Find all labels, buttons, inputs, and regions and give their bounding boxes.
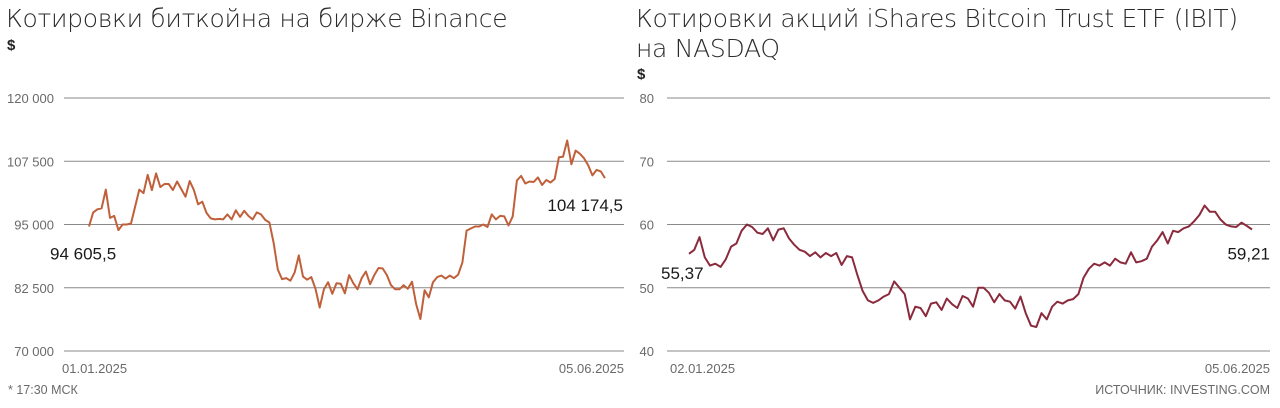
y-tick-label: 95 000	[14, 218, 54, 233]
series-line	[88, 139, 606, 321]
y-tick-label: 107 500	[7, 154, 54, 169]
x-tick-label: 05.06.2025	[559, 361, 624, 376]
x-tick-label: 02.01.2025	[670, 361, 735, 376]
bitcoin-line-chart: 70 000 82 500 95 000 107 500 120 000 01.01.20…	[7, 91, 624, 376]
y-tick-label: 50	[640, 281, 654, 296]
ibit-line-chart: 40 50 60 70 80 02.01.2025 05.06.2025 55,37 59,21	[640, 91, 1270, 376]
chart-title-bitcoin: Котировки биткойна на бирже Binance	[6, 4, 508, 33]
y-axis-unit-bitcoin: $	[7, 37, 16, 54]
y-tick-label: 120 000	[7, 91, 54, 106]
end-value-label: 59,21	[1227, 244, 1270, 263]
series-line	[688, 204, 1253, 328]
end-value-label: 104 174,5	[547, 196, 623, 215]
chart-title-ibit: Котировки акций iShares Bitcoin Trust ET…	[636, 4, 1238, 63]
y-tick-label: 70	[640, 154, 654, 169]
start-value-label: 94 605,5	[50, 244, 116, 263]
x-tick-label: 05.06.2025	[1205, 361, 1270, 376]
y-tick-label: 40	[640, 344, 654, 359]
y-tick-label: 60	[640, 218, 654, 233]
footnote-time: * 17:30 МСК	[8, 383, 78, 397]
y-tick-label: 82 500	[14, 281, 54, 296]
y-tick-label: 80	[640, 91, 654, 106]
source-note: ИСТОЧНИК: INVESTING.COM	[1095, 383, 1270, 397]
y-tick-label: 70 000	[14, 344, 54, 359]
start-value-label: 55,37	[661, 264, 704, 283]
x-tick-label: 01.01.2025	[62, 361, 127, 376]
y-axis-unit-ibit: $	[637, 66, 646, 83]
